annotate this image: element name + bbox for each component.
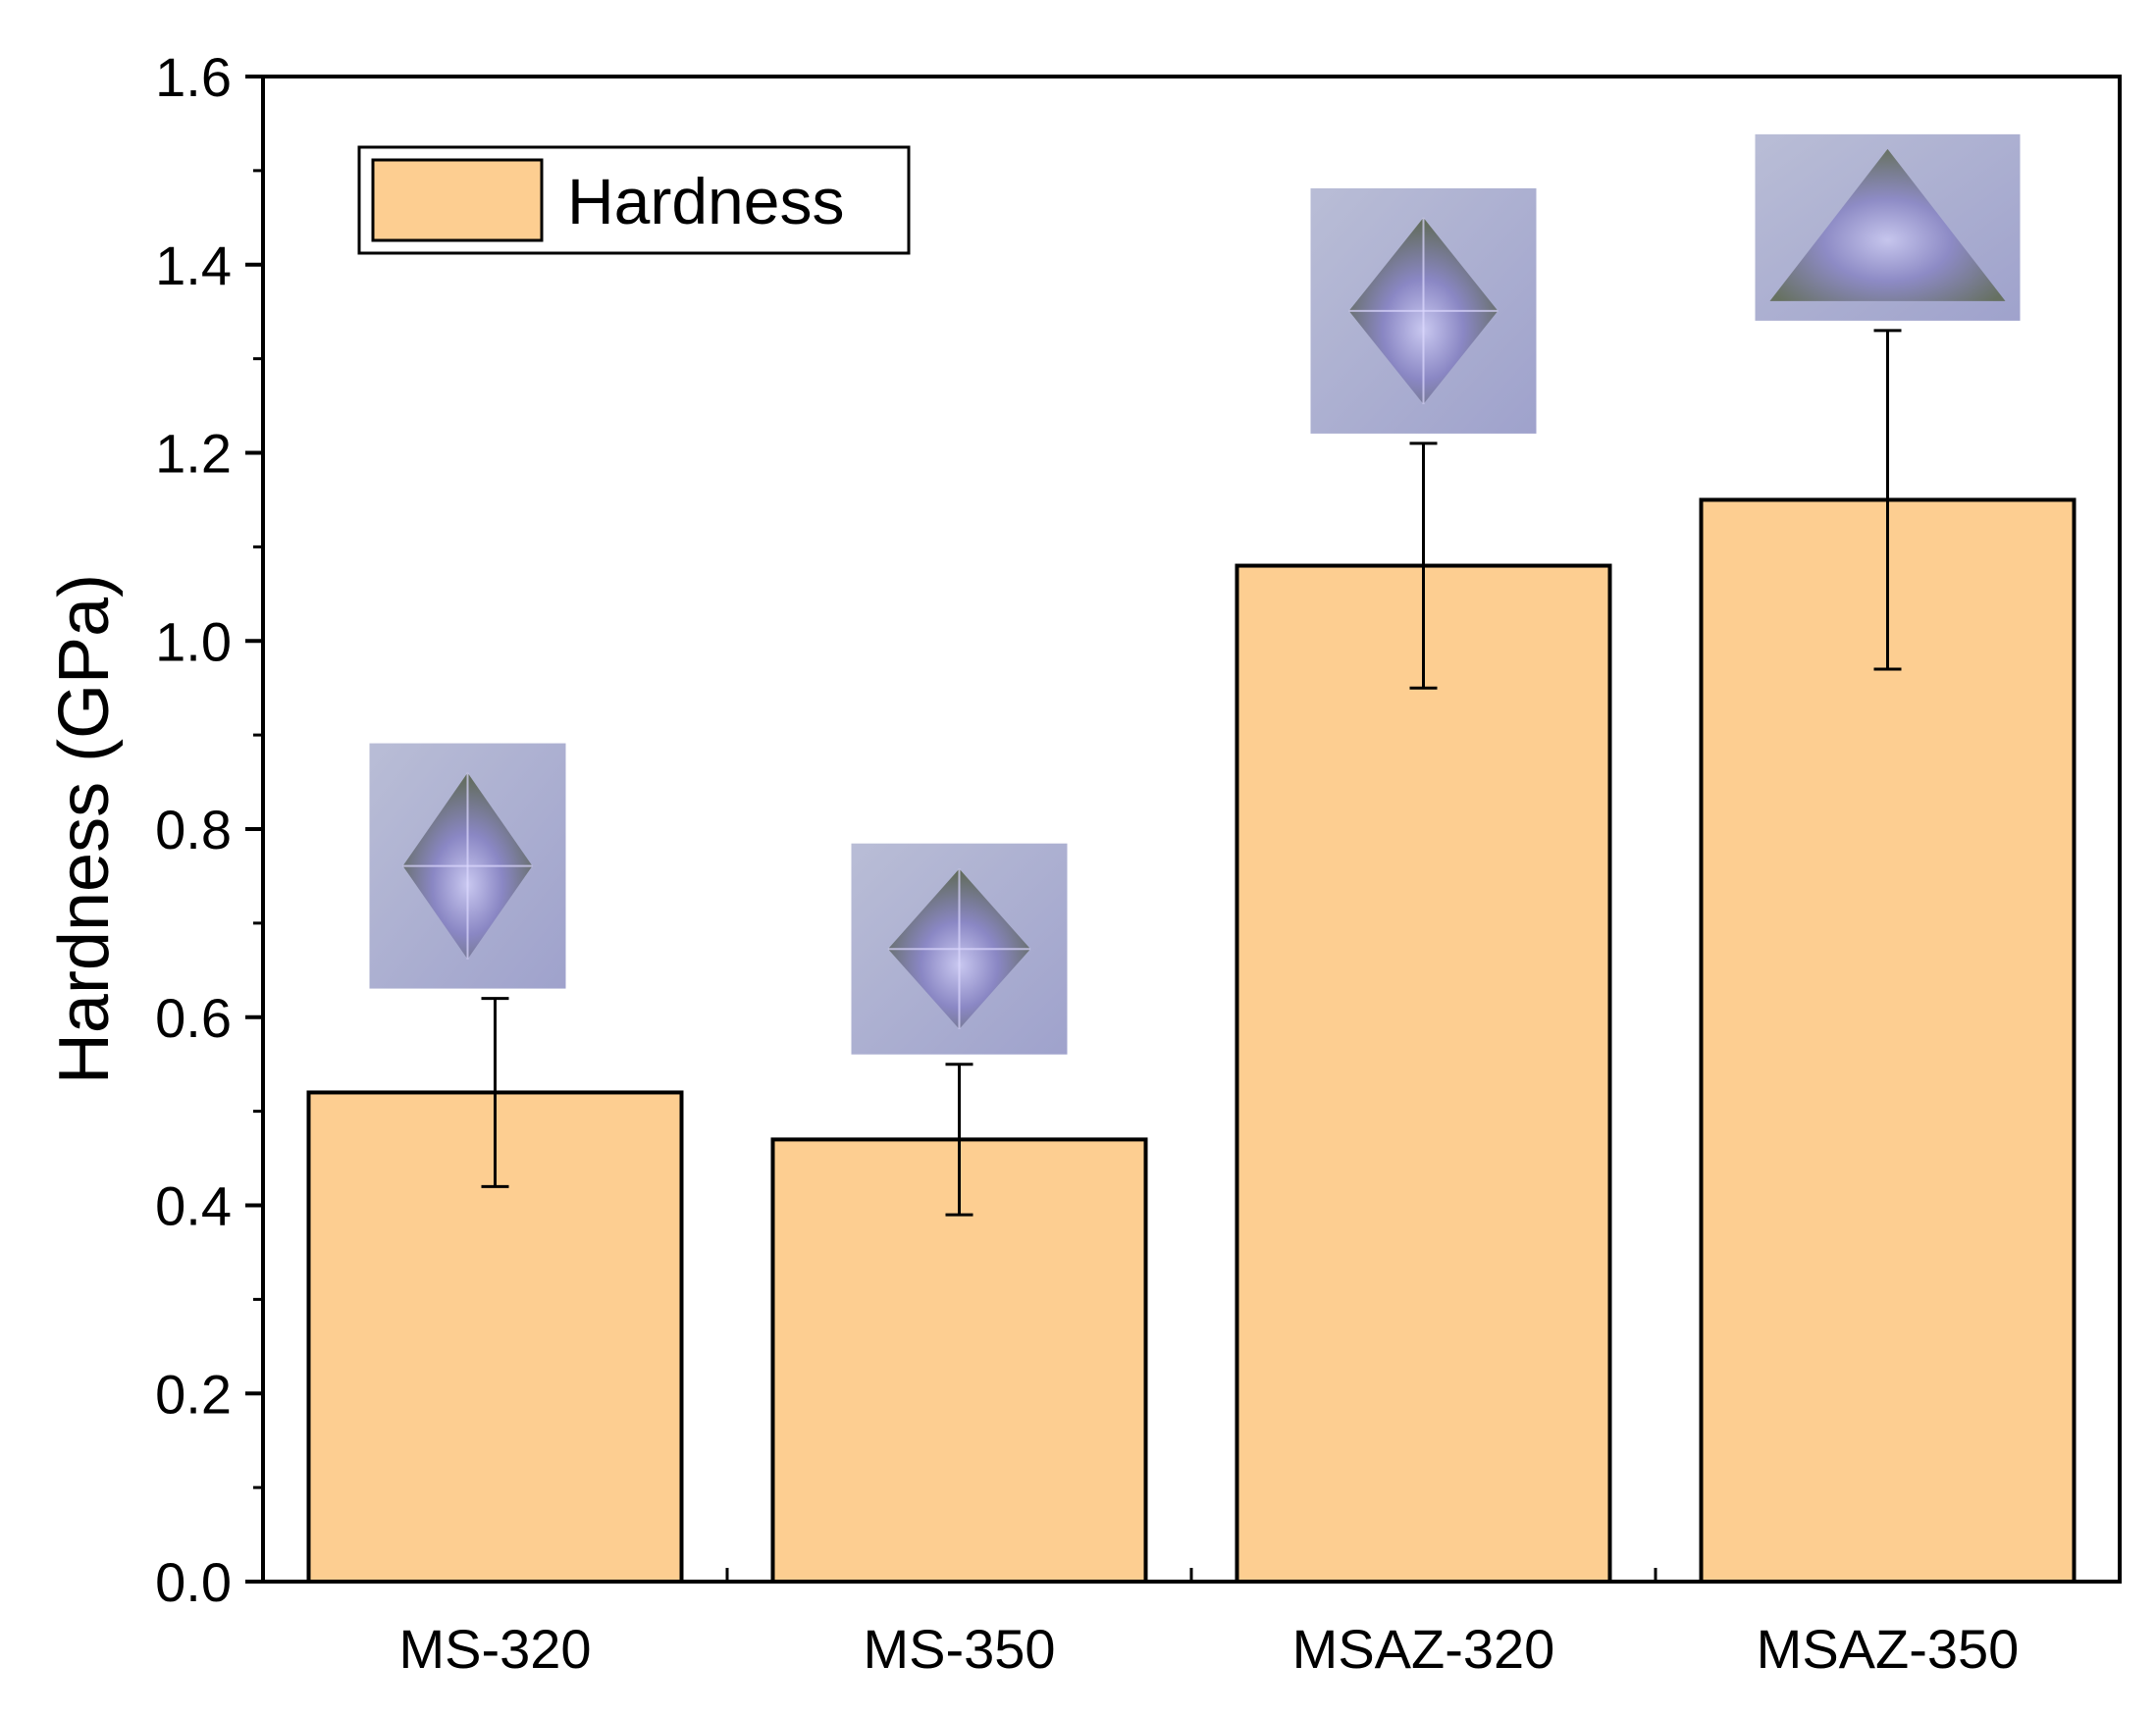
legend-label: Hardness — [567, 165, 844, 237]
x-tick-label: MS-320 — [398, 1618, 591, 1680]
bars — [306, 497, 2077, 1584]
inset-msaz-350 — [1755, 133, 2021, 321]
y-tick-label: 1.6 — [155, 46, 232, 108]
inset-ms-350 — [851, 843, 1068, 1055]
error-bar-msaz-320 — [1409, 442, 1438, 690]
error-bar-ms-350 — [945, 1063, 973, 1217]
legend-swatch — [371, 158, 544, 242]
error-bar-msaz-350 — [1873, 329, 1902, 671]
y-tick-label: 0.6 — [155, 987, 232, 1049]
x-axis: MS-320 MS-350 MSAZ-320 MSAZ-350 — [398, 1568, 2019, 1680]
bar-msaz-350 — [1699, 497, 2077, 1584]
x-tick-label: MSAZ-350 — [1757, 1618, 2020, 1680]
bar-msaz-320 — [1235, 563, 1612, 1584]
y-tick-label: 0.4 — [155, 1175, 232, 1237]
y-axis: 0.0 0.2 0.4 0.6 0.8 1.0 1.2 1.4 1.6 — [155, 46, 263, 1613]
y-tick-label: 0.2 — [155, 1363, 232, 1425]
inset-images — [369, 133, 2021, 1055]
y-axis-title: Hardness (GPa) — [45, 574, 124, 1084]
error-bars — [481, 329, 1902, 1217]
y-tick-label: 0.8 — [155, 799, 232, 860]
inset-msaz-320 — [1310, 187, 1537, 434]
error-bar-ms-320 — [481, 997, 509, 1188]
x-tick-label: MS-350 — [863, 1618, 1055, 1680]
y-tick-label: 1.2 — [155, 423, 232, 485]
y-tick-label: 1.4 — [155, 234, 232, 296]
inset-ms-320 — [369, 743, 566, 989]
y-tick-label: 0.0 — [155, 1551, 232, 1613]
y-tick-label: 1.0 — [155, 610, 232, 672]
legend[interactable]: Hardness — [357, 145, 911, 255]
x-tick-label: MSAZ-320 — [1292, 1618, 1555, 1680]
